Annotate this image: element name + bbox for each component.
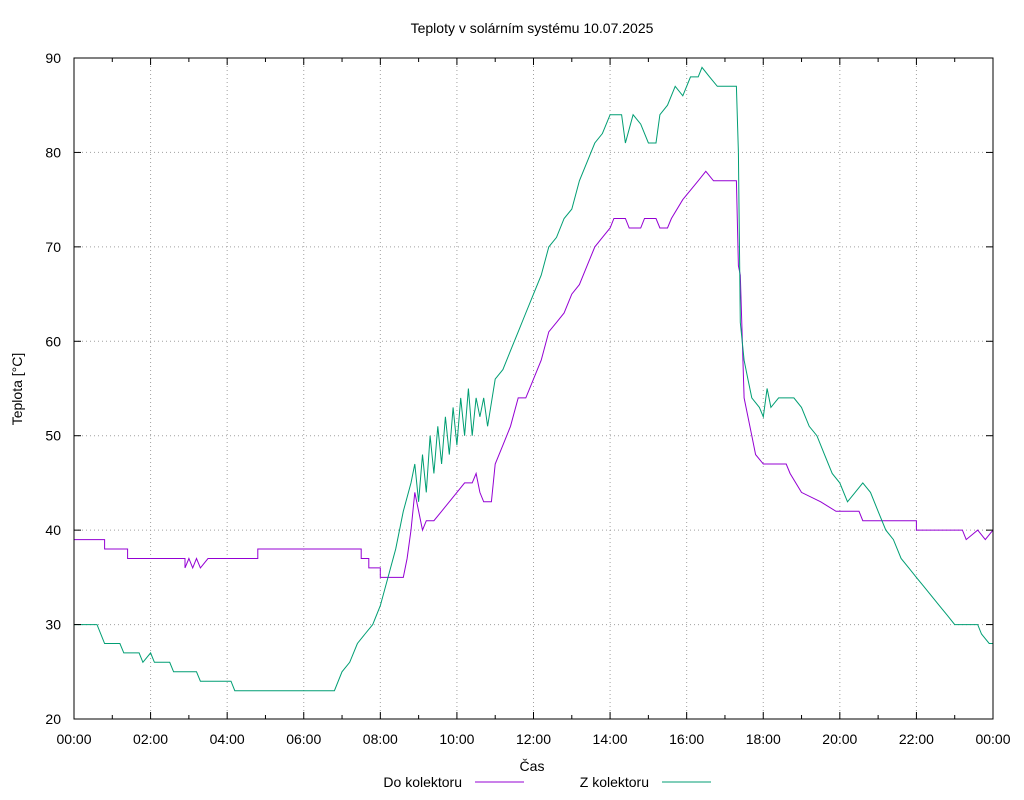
- y-tick-label: 30: [45, 617, 61, 633]
- y-tick-label: 20: [45, 711, 61, 727]
- legend-label-z-kolektoru: Z kolektoru: [580, 774, 649, 790]
- x-tick-label: 14:00: [593, 731, 628, 747]
- y-axis-title: Teplota [°C]: [9, 353, 25, 426]
- x-tick-label: 10:00: [439, 731, 474, 747]
- y-tick-label: 70: [45, 239, 61, 255]
- x-tick-label: 06:00: [286, 731, 321, 747]
- x-tick-label: 00:00: [975, 731, 1010, 747]
- chart-title: Teploty v solárním systému 10.07.2025: [411, 20, 654, 36]
- series-lines: [74, 66, 994, 692]
- y-tick-label: 90: [45, 50, 61, 66]
- axis-ticks: [73, 57, 994, 720]
- series-line-z-kolektoru: [74, 66, 993, 692]
- legend: Do kolektoru Z kolektoru: [383, 774, 711, 790]
- x-tick-label: 16:00: [669, 731, 704, 747]
- x-axis-title: Čas: [520, 758, 545, 774]
- x-tick-label: 08:00: [363, 731, 398, 747]
- series-line-do-kolektoru: [74, 170, 994, 578]
- x-tick-label: 20:00: [822, 731, 857, 747]
- y-tick-label: 80: [45, 144, 61, 160]
- x-axis-tick-labels: 00:00 02:00 04:00 06:00 08:00 10:00 12:00 14:00…: [56, 731, 1010, 747]
- y-tick-label: 60: [45, 333, 61, 349]
- x-tick-label: 18:00: [746, 731, 781, 747]
- y-axis-tick-labels: 20 30 40 50 60 70 80 90: [45, 50, 61, 727]
- y-tick-label: 50: [45, 428, 61, 444]
- x-tick-label: 00:00: [56, 731, 91, 747]
- grid: [74, 58, 993, 719]
- x-tick-label: 02:00: [133, 731, 168, 747]
- x-tick-label: 22:00: [899, 731, 934, 747]
- legend-label-do-kolektoru: Do kolektoru: [383, 774, 462, 790]
- y-tick-label: 40: [45, 522, 61, 538]
- x-tick-label: 04:00: [210, 731, 245, 747]
- x-tick-label: 12:00: [516, 731, 551, 747]
- plot-frame: [73, 57, 994, 720]
